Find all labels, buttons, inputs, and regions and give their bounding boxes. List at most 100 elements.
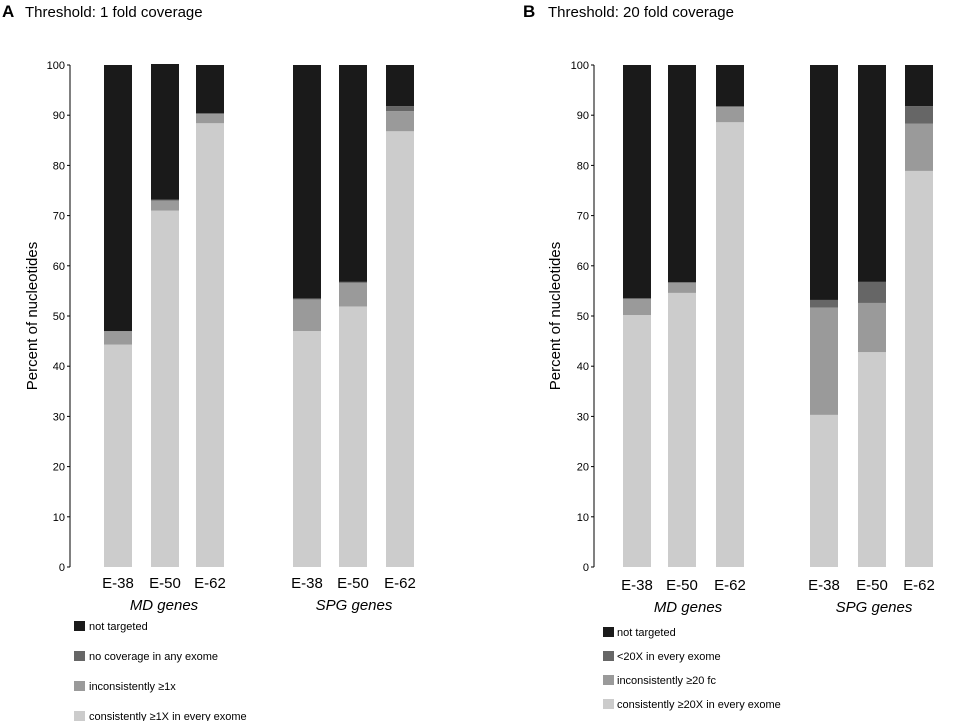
panel-a-category-labels: E-38 E-50 E-62 E-38 E-50 E-62 [102,575,416,592]
panel-b-group-label-md: MD genes [654,599,723,616]
bar-segment [623,314,651,567]
panel-b-bars [623,65,933,567]
panel-b-legend: not targeted <20X in every exome inconsist… [603,627,781,711]
y-tick-label: 10 [577,512,589,524]
bar-segment [810,414,838,567]
y-tick-label: 90 [577,110,589,122]
category-label: E-38 [291,575,323,592]
category-label: E-38 [102,575,134,592]
y-tick-label: 50 [53,311,65,323]
bar-segment [905,123,933,171]
bar-segment [339,282,367,307]
y-tick-label: 20 [577,462,589,474]
bar-segment [905,170,933,567]
y-tick-label: 0 [583,562,589,574]
legend-entry-label: no coverage in any exome [89,651,218,663]
panel-b-y-ticks: 0 10 20 30 40 50 60 70 80 90 100 [571,60,594,574]
y-tick-label: 100 [571,60,589,72]
panel-a-group-label-md: MD genes [130,597,199,614]
legend-entry-label: consistently ≥1X in every exome [89,711,247,721]
panel-b-title: Threshold: 20 fold coverage [548,4,734,21]
panel-a-bars [104,63,414,568]
panel-a-legend: not targeted no coverage in any exome inco… [74,621,247,721]
bar-segment [716,107,744,123]
bar-segment [104,331,132,345]
bar-segment [293,331,321,567]
y-tick-label: 50 [577,311,589,323]
legend-swatch [603,651,614,661]
bar-segment [386,131,414,567]
bar-segment [858,65,886,282]
category-label: E-38 [621,577,653,594]
legend-entry-label: not targeted [617,627,676,639]
bar-segment [858,352,886,567]
legend-entry-label: not targeted [89,621,148,633]
bar-segment [293,299,321,332]
panel-a-group-label-spg: SPG genes [316,597,393,614]
category-label: E-62 [714,577,746,594]
category-label: E-50 [856,577,888,594]
bar-segment [151,200,179,211]
panel-b: B Threshold: 20 fold coverage Percent of… [523,2,935,711]
bar-segment [858,302,886,353]
legend-swatch [74,651,85,661]
bar-segment [623,298,651,315]
panel-a-y-axis-label: Percent of nucleotides [24,242,41,390]
bar-segment [196,65,224,114]
panel-letter-a: A [2,2,14,21]
bar-segment [716,122,744,567]
y-tick-label: 40 [577,361,589,373]
bar-segment [668,282,696,293]
y-tick-label: 80 [53,160,65,172]
bar-segment [293,298,321,300]
panel-b-group-label-spg: SPG genes [836,599,913,616]
bar-segment [810,65,838,300]
category-label: E-50 [149,575,181,592]
bar-segment [905,106,933,124]
bar-segment [104,65,132,332]
y-tick-label: 30 [577,411,589,423]
y-tick-label: 80 [577,160,589,172]
category-label: E-38 [808,577,840,594]
panel-a: A Threshold: 1 fold coverage Percent of … [2,2,416,721]
bar-segment [104,344,132,567]
category-label: E-50 [337,575,369,592]
bar-segment [339,281,367,283]
y-tick-label: 60 [577,261,589,273]
y-tick-label: 20 [53,462,65,474]
bar-segment [386,106,414,112]
panel-letter-b: B [523,2,535,21]
bar-segment [716,106,744,108]
bar-segment [623,65,651,299]
bar-segment [668,65,696,283]
bar-segment [668,292,696,567]
bar-segment [196,114,224,124]
y-tick-label: 100 [47,60,65,72]
legend-entry-label: <20X in every exome [617,651,721,663]
bar-segment [810,307,838,415]
y-tick-label: 70 [577,211,589,223]
legend-swatch [603,699,614,709]
bar-segment [905,65,933,107]
bar-segment [196,113,224,115]
legend-swatch [74,681,85,691]
legend-entry-label: inconsistently ≥1x [89,681,176,693]
panel-b-category-labels: E-38 E-50 E-62 E-38 E-50 E-62 [621,577,935,594]
bar-segment [151,210,179,567]
y-tick-label: 30 [53,411,65,423]
bar-segment [151,63,179,200]
bar-segment [386,65,414,107]
bar-segment [196,123,224,568]
legend-swatch [74,621,85,631]
bar-segment [151,199,179,201]
bar-segment [858,281,886,303]
category-label: E-62 [194,575,226,592]
legend-entry-label: inconsistently ≥20 fc [617,675,716,687]
bar-segment [716,65,744,107]
panel-a-title: Threshold: 1 fold coverage [25,4,203,21]
y-tick-label: 90 [53,110,65,122]
legend-swatch [603,675,614,685]
category-label: E-62 [903,577,935,594]
y-tick-label: 70 [53,211,65,223]
